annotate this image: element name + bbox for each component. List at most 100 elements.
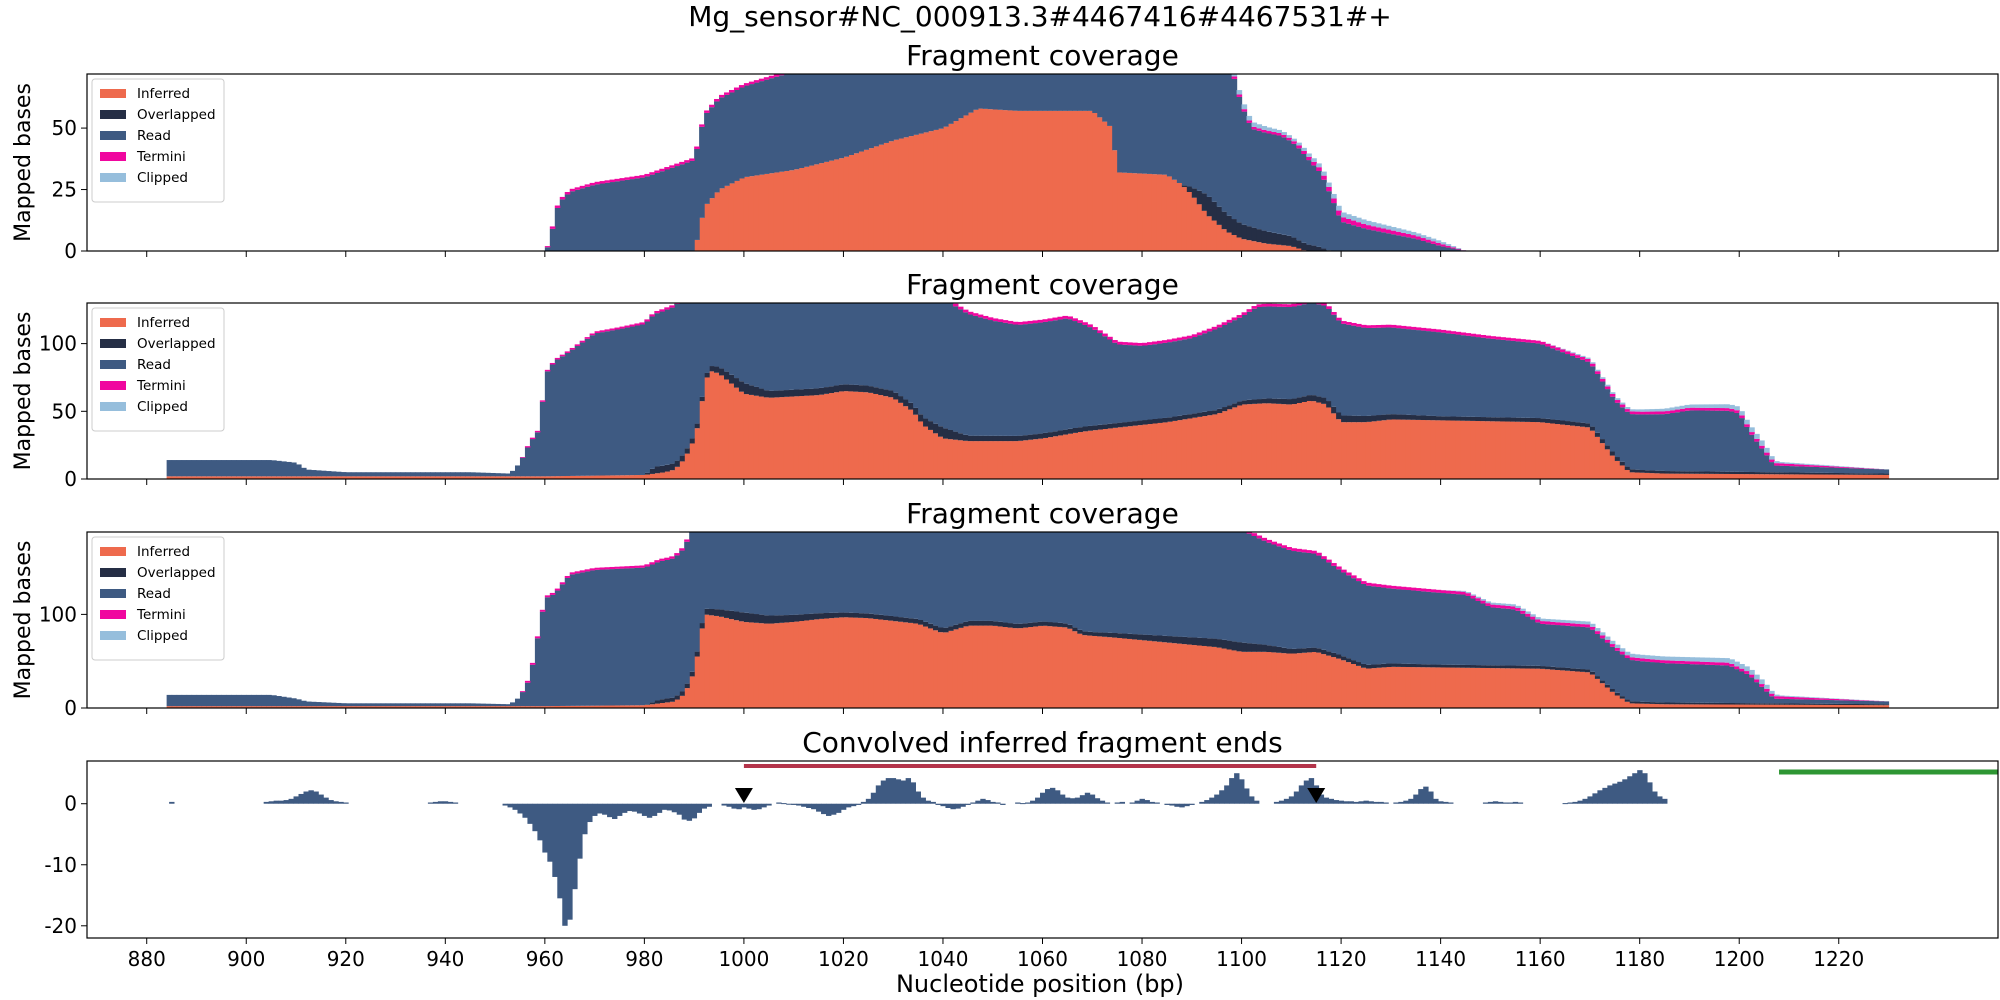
area-bar: [1405, 329, 1412, 415]
area-bar: [1042, 621, 1049, 626]
area-bar: [1813, 474, 1820, 479]
conv-bar: [880, 780, 887, 804]
area-bar: [559, 199, 566, 251]
area-bar: [599, 569, 606, 706]
area-bar: [748, 303, 755, 386]
area-bar: [1365, 415, 1372, 422]
area-bar: [1614, 398, 1621, 401]
conv-bar: [1428, 791, 1434, 804]
area-bar: [266, 706, 272, 708]
area-bar: [689, 671, 695, 677]
area-bar: [1370, 230, 1377, 251]
area-bar: [1614, 400, 1621, 403]
area-bar: [1221, 407, 1228, 412]
area-bar: [1540, 621, 1546, 624]
area-bar: [1505, 605, 1511, 609]
area-bar: [853, 384, 859, 392]
area-bar: [330, 471, 337, 477]
area-bar: [1589, 362, 1596, 364]
area-bar: [1112, 427, 1118, 479]
area-bar: [569, 574, 576, 706]
area-bar: [1664, 408, 1671, 412]
area-bar: [873, 387, 879, 394]
conv-bar: [1129, 802, 1135, 804]
area-bar: [714, 609, 720, 616]
area-bar: [818, 387, 825, 395]
area-bar: [843, 156, 850, 251]
area-bar: [1221, 324, 1228, 408]
area-bar: [594, 333, 601, 476]
area-bar: [1201, 74, 1208, 194]
conv-bar: [845, 803, 852, 808]
area-bar: [893, 303, 899, 393]
area-bar: [1570, 623, 1576, 627]
conv-bar: [811, 803, 817, 810]
area-bar: [1221, 211, 1228, 230]
area-bar: [1455, 331, 1462, 335]
area-bar: [539, 400, 546, 402]
area-bar: [644, 176, 650, 251]
area-bar: [1455, 416, 1462, 421]
area-bar: [1599, 683, 1606, 708]
area-bar: [719, 94, 725, 98]
area-bar: [1375, 223, 1382, 228]
conv-bar: [547, 803, 553, 862]
area-bar: [977, 314, 984, 318]
area-bar: [1122, 342, 1128, 345]
area-bar: [1540, 618, 1546, 622]
area-bar: [1828, 700, 1835, 704]
area-bar: [937, 436, 944, 479]
area-bar: [1151, 344, 1158, 419]
area-bar: [868, 148, 874, 251]
area-bar: [838, 303, 845, 385]
triangle-marker: [1307, 788, 1326, 803]
area-bar: [1241, 224, 1248, 240]
area-bar: [1838, 466, 1845, 467]
area-bar: [957, 440, 964, 479]
area-bar: [1465, 420, 1472, 479]
area-bar: [614, 475, 621, 479]
area-bar: [679, 461, 685, 479]
area-bar: [704, 112, 710, 204]
area-bar: [1664, 411, 1671, 414]
x-tick-label: 1200: [1714, 947, 1765, 971]
area-bar: [1440, 332, 1447, 417]
area-bar: [1346, 658, 1352, 663]
area-bar: [1102, 636, 1108, 708]
area-bar: [783, 74, 790, 171]
legend-label-read: Read: [137, 586, 171, 602]
legend-swatch-clipped: [100, 173, 126, 182]
conv-bar: [318, 794, 324, 804]
area-bar: [664, 167, 670, 170]
area-bar: [485, 472, 491, 477]
area-bar: [355, 703, 362, 707]
area-bar: [1316, 402, 1322, 479]
area-bar: [1261, 651, 1268, 708]
area-bar: [544, 706, 551, 708]
area-bar: [1236, 94, 1243, 97]
area-bar: [738, 621, 745, 708]
area-bar: [1156, 422, 1163, 479]
area-bar: [256, 460, 262, 477]
area-bar: [763, 623, 770, 708]
area-bar: [549, 364, 556, 477]
area-bar: [1833, 466, 1840, 468]
area-bar: [1883, 705, 1890, 708]
area-bar: [1565, 351, 1571, 355]
area-bar: [1843, 703, 1850, 706]
area-bar: [1077, 532, 1083, 630]
area-bar: [211, 706, 217, 708]
area-bar: [1669, 473, 1676, 479]
area-bar: [952, 303, 959, 307]
area-bar: [1112, 340, 1118, 343]
area-bar: [798, 389, 805, 397]
area-bar: [1744, 471, 1750, 475]
y-tick-label: 0: [64, 792, 77, 816]
area-bar: [704, 377, 710, 479]
area-bar: [1565, 354, 1571, 422]
area-bar: [1256, 403, 1263, 479]
area-bar: [1082, 635, 1088, 708]
area-bar: [1176, 636, 1183, 644]
area-bar: [1754, 682, 1760, 704]
area-bar: [724, 94, 730, 186]
